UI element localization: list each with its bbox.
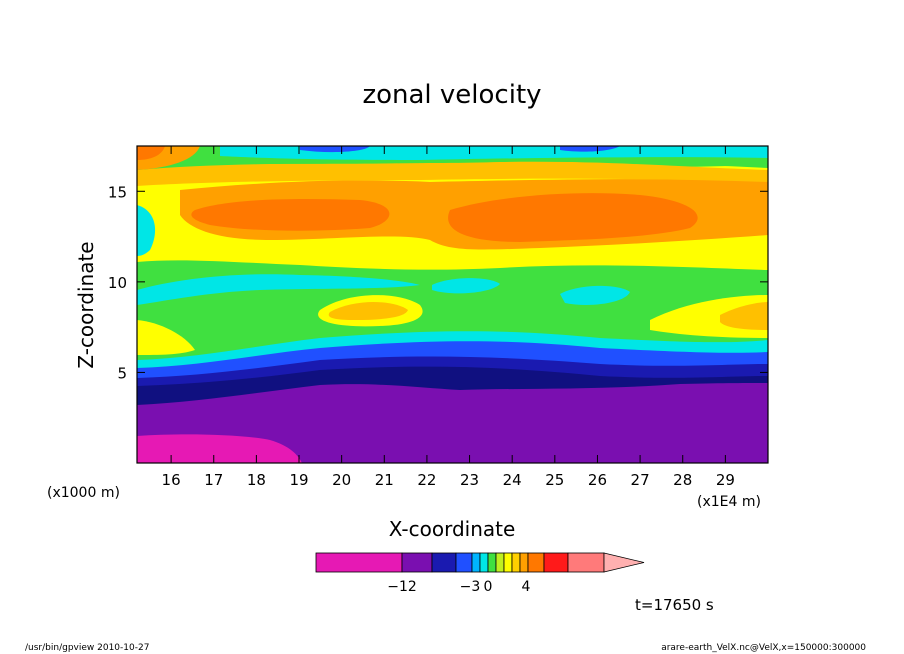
colorbar-swatch	[527, 552, 545, 573]
x-tick-label: 27	[631, 471, 650, 489]
band-top-blue-1	[300, 146, 370, 153]
band-mid-cyan-2	[432, 278, 500, 294]
colorbar-extend-arrow	[603, 552, 645, 573]
contour-plot	[137, 146, 768, 463]
band-magenta	[137, 434, 302, 463]
band-light-orange	[137, 161, 768, 186]
chart-title: zonal velocity	[362, 80, 541, 110]
colorbar-swatch	[503, 552, 513, 573]
x-unit-left: (x1000 m)	[47, 485, 120, 501]
x-tick-label: 19	[289, 471, 308, 489]
colorbar-swatch	[511, 552, 521, 573]
colorbar-swatch	[455, 552, 473, 573]
x-tick-label: 20	[332, 471, 351, 489]
time-label: t=17650 s	[635, 596, 714, 614]
band-mid-cyan	[137, 274, 420, 305]
band-top-blue-2	[560, 146, 620, 152]
y-tick-label: 15	[108, 183, 127, 201]
band-corner-red	[137, 146, 165, 160]
colorbar-swatch	[567, 552, 605, 573]
band-dark-orange-1	[191, 199, 390, 231]
x-tick-label: 28	[673, 471, 692, 489]
y-axis-label: Z-coordinate	[74, 241, 98, 368]
plot-frame	[136, 145, 769, 464]
colorbar-swatch	[401, 552, 433, 573]
band-right-orange	[720, 302, 768, 330]
band-left-cyan	[137, 205, 156, 256]
colorbar-tick-label: 4	[522, 579, 531, 595]
band-mid-orange	[328, 302, 408, 320]
colorbar-swatch	[495, 552, 505, 573]
x-unit-right: (x1E4 m)	[697, 494, 761, 510]
colorbar-swatch	[479, 552, 489, 573]
colorbar-labels: −12 −3 0 4	[387, 579, 530, 595]
x-tick-label: 24	[503, 471, 522, 489]
colorbar-swatch	[315, 552, 403, 573]
x-tick-label: 21	[375, 471, 394, 489]
footer-left: /usr/bin/gpview 2010-10-27	[25, 643, 149, 653]
x-tick-label: 18	[247, 471, 266, 489]
colorbar-tick-label: −3	[460, 579, 481, 595]
colorbar	[315, 552, 645, 573]
x-tick-label: 26	[588, 471, 607, 489]
colorbar-swatch	[431, 552, 457, 573]
colorbar-swatch	[487, 552, 497, 573]
x-axis-label: X-coordinate	[389, 517, 516, 541]
band-left-yellow	[137, 320, 195, 355]
band-mid-cyan-3	[560, 285, 630, 305]
colorbar-tick-label: −12	[387, 579, 417, 595]
x-tick-label: 16	[162, 471, 181, 489]
x-tick-label: 17	[204, 471, 223, 489]
colorbar-swatch	[471, 552, 481, 573]
band-dark-orange-2	[448, 193, 698, 242]
colorbar-tick-label: 0	[484, 579, 493, 595]
y-tick-label: 5	[117, 364, 127, 382]
x-axis: 16 17 18 19 20 21 22 23 24 25 26 27 28 29	[162, 146, 735, 489]
x-tick-label: 25	[545, 471, 564, 489]
x-tick-label: 22	[417, 471, 436, 489]
footer-right: arare-earth_VelX.nc@VelX,x=150000:300000	[661, 643, 866, 653]
colorbar-swatch	[543, 552, 569, 573]
band-purple	[137, 383, 768, 463]
x-tick-label: 23	[460, 471, 479, 489]
y-tick-label: 10	[108, 274, 127, 292]
x-tick-label: 29	[716, 471, 735, 489]
colorbar-swatch	[519, 552, 529, 573]
y-axis: 5 10 15	[108, 183, 768, 382]
